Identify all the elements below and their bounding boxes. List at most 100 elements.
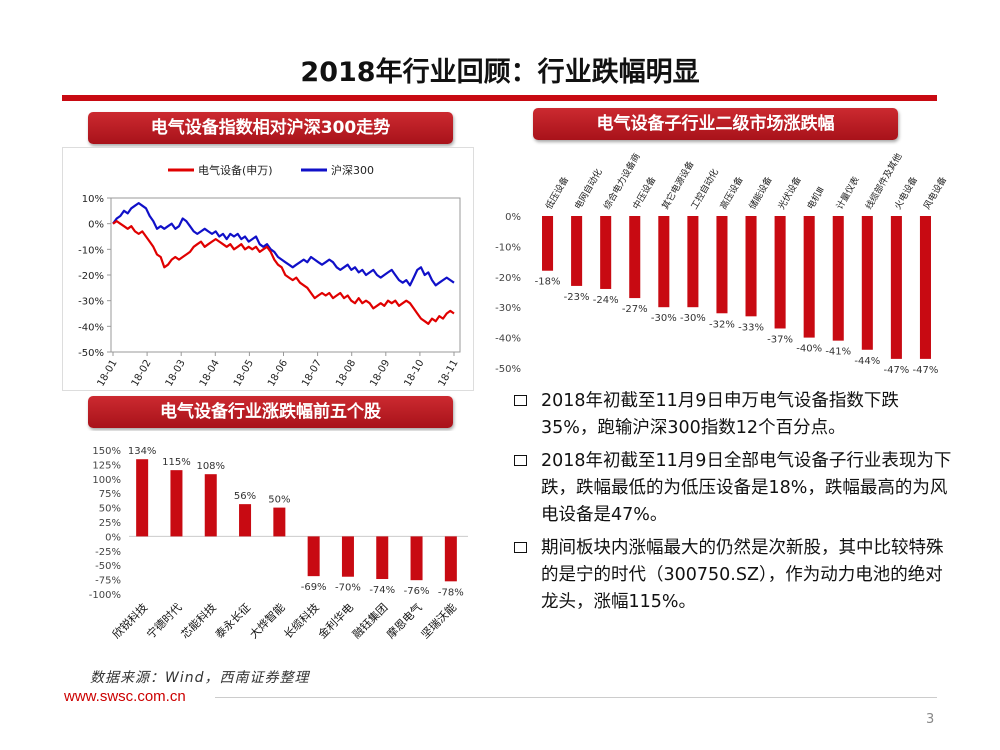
x-tick-label: 18-04: [198, 358, 222, 389]
y-tick-label: -30%: [78, 297, 104, 308]
bullet-item: 期间板块内涨幅最大的仍然是次新股，其中比较特殊的是宁的时代（300750.SZ）…: [512, 535, 952, 616]
data-label: 56%: [234, 491, 256, 502]
y-tick-label: 75%: [99, 489, 121, 500]
category-label: 电机Ⅲ: [804, 185, 827, 212]
bullet-text: 期间板块内涨幅最大的仍然是次新股，其中比较特殊的是宁的时代（300750.SZ）…: [541, 538, 944, 612]
y-tick-label: -20%: [78, 271, 104, 282]
category-label: 摩恩电气: [384, 600, 425, 641]
y-tick-label: -10%: [78, 245, 104, 256]
data-label: -44%: [854, 356, 880, 367]
bar: [273, 507, 286, 537]
y-tick-label: -50%: [95, 561, 121, 572]
data-label: -30%: [680, 313, 706, 324]
data-label: 108%: [196, 461, 225, 472]
y-tick-label: 10%: [82, 194, 104, 205]
category-label: 泰永长征: [212, 600, 253, 641]
bar: [444, 536, 457, 582]
data-label: -70%: [335, 583, 361, 594]
bar: [803, 216, 815, 338]
bar: [376, 536, 389, 580]
y-tick-label: 125%: [92, 460, 121, 471]
stock-chart-panel: 150% 125% 100% 75% 50% 25% 0% -25% -50% -75% -100%…: [62, 431, 474, 663]
data-source: 数据来源：Wind，西南证券整理: [90, 670, 310, 686]
bullet-item: 2018年初截至11月9日全部电气设备子行业表现为下跌，跌幅最低的为低压设备是1…: [512, 448, 952, 529]
data-label: -27%: [622, 304, 648, 315]
data-label: -40%: [796, 344, 822, 355]
bar: [658, 216, 670, 308]
y-tick-label: -25%: [95, 547, 121, 558]
x-tick-label: 18-11: [437, 358, 461, 389]
x-tick-label: 18-07: [300, 358, 324, 389]
category-label: 大烨智能: [246, 600, 287, 641]
stock-chart: 150% 125% 100% 75% 50% 25% 0% -25% -50% -75% -100%…: [89, 446, 468, 641]
series-line: [112, 219, 455, 325]
data-label: -37%: [767, 334, 793, 345]
x-tick-label: 18-10: [402, 358, 426, 389]
sub-industry-chart: 0% -10% -20% -30% -40% -50% -18% 低压设备 -23% 电网自动化 -…: [495, 151, 949, 376]
y-tick-label: -40%: [495, 334, 521, 345]
y-tick-label: 0%: [88, 220, 104, 231]
bullet-text: 2018年初截至11月9日申万电气设备指数下跌35%，跑输沪深300指数12个百…: [541, 391, 899, 438]
data-label: -47%: [913, 365, 939, 376]
data-label: -74%: [369, 585, 395, 596]
y-tick-label: 150%: [92, 446, 121, 457]
data-label: -78%: [438, 587, 464, 598]
data-label: -18%: [535, 277, 561, 288]
data-label: -41%: [825, 347, 851, 358]
bar: [919, 216, 931, 359]
sub-industry-chart-title: 电气设备子行业二级市场涨跌幅: [533, 108, 898, 140]
bar: [239, 504, 252, 537]
category-label: 坚瑞沃能: [418, 600, 459, 641]
y-tick-label: 0%: [505, 212, 521, 223]
page-number: 3: [926, 712, 935, 727]
category-label: 长缆科技: [281, 600, 322, 641]
category-label: 计量仪表: [833, 174, 861, 211]
bar: [629, 216, 641, 299]
x-tick-label: 18-08: [334, 358, 358, 389]
category-label: 低压设备: [543, 174, 571, 211]
category-label: 金利华电: [315, 600, 356, 641]
x-tick-label: 18-06: [266, 358, 290, 389]
bullet-square-icon: [514, 455, 527, 466]
category-label: 欣锐科技: [109, 600, 150, 641]
stock-chart-title: 电气设备行业涨跌幅前五个股: [88, 396, 453, 428]
x-tick-label: 18-05: [232, 358, 256, 389]
data-label: -76%: [404, 586, 430, 597]
y-tick-label: -20%: [495, 273, 521, 284]
footer-divider: [215, 697, 937, 698]
bar: [745, 216, 757, 317]
category-label: 火电设备: [892, 174, 920, 211]
bar: [341, 536, 354, 577]
y-tick-label: -75%: [95, 576, 121, 587]
bullet-text: 2018年初截至11月9日全部电气设备子行业表现为下跌，跌幅最低的为低压设备是1…: [541, 451, 952, 525]
data-label: -23%: [564, 292, 590, 303]
y-tick-label: 50%: [99, 504, 121, 515]
data-label: -69%: [301, 582, 327, 593]
bar: [861, 216, 873, 350]
bullet-square-icon: [514, 542, 527, 553]
bullet-item: 2018年初截至11月9日申万电气设备指数下跌35%，跑输沪深300指数12个百…: [512, 388, 952, 442]
bullet-square-icon: [514, 395, 527, 406]
data-label: 134%: [128, 446, 157, 457]
page-title: 2018年行业回顾：行业跌幅明显: [300, 57, 700, 88]
legend-label: 沪深300: [331, 163, 374, 177]
category-label: 融钰集团: [349, 600, 390, 641]
x-tick-label: 18-01: [96, 358, 120, 389]
y-tick-label: -50%: [78, 348, 104, 359]
bar: [136, 459, 149, 537]
data-label: 115%: [162, 457, 191, 468]
data-label: -24%: [593, 295, 619, 306]
category-label: 宁德时代: [144, 600, 185, 641]
category-label: 工控自动化: [688, 167, 721, 212]
bar: [542, 216, 554, 271]
bar: [687, 216, 699, 308]
website-link[interactable]: www.swsc.com.cn: [64, 688, 186, 705]
y-tick-label: 25%: [99, 518, 121, 529]
data-label: -32%: [709, 319, 735, 330]
category-label: 风电设备: [921, 174, 949, 211]
x-tick-label: 18-02: [130, 358, 154, 389]
bullet-list: 2018年初截至11月9日申万电气设备指数下跌35%，跑输沪深300指数12个百…: [512, 388, 952, 622]
category-label: 高压设备: [717, 174, 745, 211]
category-label: 光伏设备: [775, 174, 803, 211]
y-tick-label: -50%: [495, 364, 521, 375]
